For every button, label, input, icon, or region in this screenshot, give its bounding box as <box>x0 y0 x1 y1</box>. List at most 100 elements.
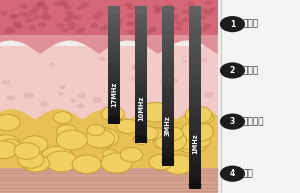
Circle shape <box>114 23 122 28</box>
Polygon shape <box>135 111 147 113</box>
Circle shape <box>109 9 117 14</box>
Circle shape <box>189 181 201 189</box>
Polygon shape <box>108 19 120 21</box>
Polygon shape <box>135 15 147 17</box>
Circle shape <box>170 17 178 22</box>
Polygon shape <box>162 35 174 38</box>
Circle shape <box>220 62 245 79</box>
Text: 1MHz: 1MHz <box>192 133 198 154</box>
Polygon shape <box>135 76 147 79</box>
Circle shape <box>169 78 178 84</box>
Circle shape <box>41 11 49 16</box>
Polygon shape <box>189 27 201 30</box>
Polygon shape <box>162 56 174 59</box>
Circle shape <box>192 20 200 25</box>
Circle shape <box>61 28 69 33</box>
Polygon shape <box>135 19 147 22</box>
Polygon shape <box>162 139 174 142</box>
Circle shape <box>162 127 183 141</box>
Circle shape <box>140 20 147 25</box>
Circle shape <box>145 127 163 139</box>
Circle shape <box>144 30 152 35</box>
Circle shape <box>53 112 72 124</box>
Circle shape <box>87 124 105 136</box>
Polygon shape <box>162 72 174 75</box>
Polygon shape <box>162 11 174 14</box>
Polygon shape <box>189 48 201 52</box>
Polygon shape <box>108 98 120 100</box>
Circle shape <box>59 85 66 89</box>
Polygon shape <box>189 9 201 12</box>
Polygon shape <box>135 24 147 26</box>
Polygon shape <box>108 55 120 57</box>
Circle shape <box>76 104 84 109</box>
Polygon shape <box>135 10 147 13</box>
Polygon shape <box>108 64 120 67</box>
Polygon shape <box>189 183 201 186</box>
Circle shape <box>15 23 23 28</box>
Polygon shape <box>108 72 120 74</box>
Polygon shape <box>108 8 120 10</box>
Polygon shape <box>189 79 201 82</box>
Polygon shape <box>162 16 174 19</box>
Polygon shape <box>108 66 120 69</box>
Polygon shape <box>162 91 174 94</box>
Polygon shape <box>108 39 120 41</box>
Circle shape <box>155 131 187 151</box>
Polygon shape <box>189 97 201 101</box>
Polygon shape <box>162 43 174 46</box>
Polygon shape <box>135 17 147 19</box>
Polygon shape <box>162 59 174 62</box>
Circle shape <box>57 23 64 28</box>
Circle shape <box>44 15 52 20</box>
Polygon shape <box>135 72 147 74</box>
Circle shape <box>120 147 143 162</box>
Circle shape <box>56 130 87 150</box>
Polygon shape <box>108 86 120 88</box>
Polygon shape <box>135 58 147 61</box>
Polygon shape <box>189 52 201 55</box>
Circle shape <box>77 5 85 10</box>
Polygon shape <box>189 168 201 171</box>
Polygon shape <box>162 27 174 30</box>
Polygon shape <box>108 31 120 33</box>
Polygon shape <box>135 38 147 40</box>
Polygon shape <box>189 15 201 18</box>
Polygon shape <box>108 102 120 104</box>
Circle shape <box>200 27 208 32</box>
Circle shape <box>104 23 112 28</box>
Circle shape <box>18 11 26 16</box>
Circle shape <box>128 5 136 10</box>
Circle shape <box>135 6 147 14</box>
Circle shape <box>172 14 180 19</box>
Polygon shape <box>189 67 201 70</box>
Polygon shape <box>189 103 201 107</box>
Polygon shape <box>108 43 120 45</box>
Polygon shape <box>189 6 201 9</box>
Polygon shape <box>162 158 174 161</box>
Polygon shape <box>135 118 147 120</box>
Polygon shape <box>135 67 147 70</box>
Polygon shape <box>108 61 120 63</box>
Polygon shape <box>135 131 147 134</box>
Circle shape <box>185 106 212 124</box>
Text: 10MHz: 10MHz <box>138 96 144 121</box>
Circle shape <box>194 29 202 34</box>
Circle shape <box>0 141 17 159</box>
Circle shape <box>91 23 98 28</box>
Circle shape <box>124 3 132 8</box>
Polygon shape <box>0 0 218 54</box>
Polygon shape <box>108 100 120 102</box>
Circle shape <box>165 3 173 8</box>
Polygon shape <box>162 142 174 145</box>
Circle shape <box>75 15 83 20</box>
Polygon shape <box>108 121 120 124</box>
Circle shape <box>190 134 210 147</box>
Circle shape <box>162 104 171 110</box>
Polygon shape <box>162 62 174 64</box>
Polygon shape <box>162 8 174 11</box>
Circle shape <box>195 112 214 124</box>
Circle shape <box>149 28 157 33</box>
Polygon shape <box>189 125 201 128</box>
Circle shape <box>59 135 82 149</box>
